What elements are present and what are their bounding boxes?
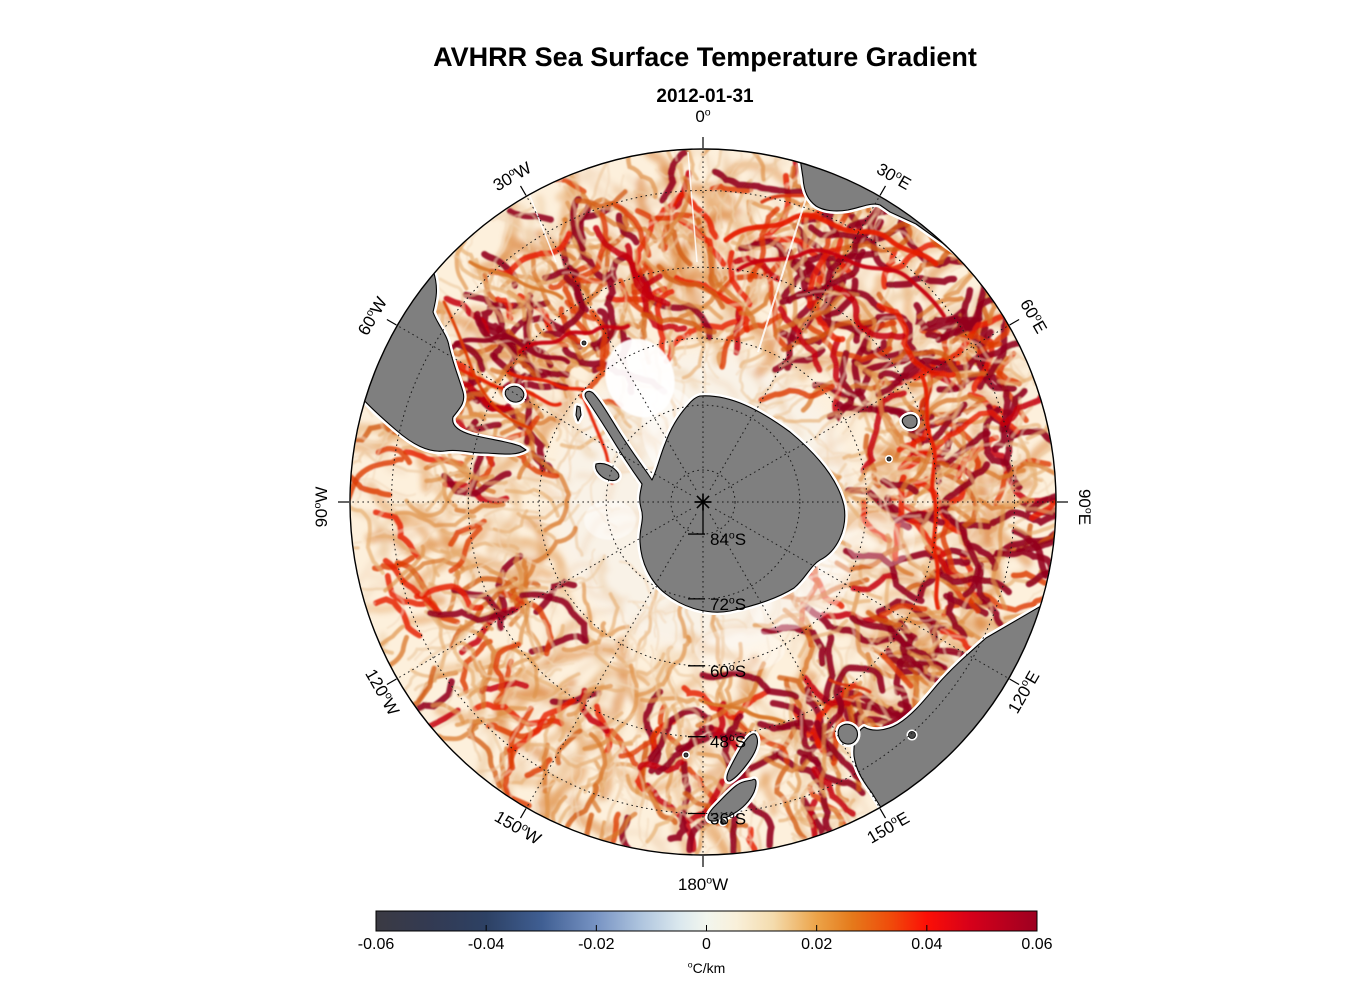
- map-content: [350, 149, 1056, 855]
- lon-tick-30W: [519, 185, 527, 196]
- meridian-120E: [714, 508, 1009, 679]
- colorbar: -0.06 -0.04 -0.02 0 0.02 0.04 0.06 oC/km: [358, 910, 1053, 976]
- parallel-60S: [538, 337, 868, 667]
- lon-tick-150E: [879, 808, 887, 819]
- meridian-150W: [526, 513, 697, 808]
- colorbar-tick-label: 0: [702, 936, 711, 953]
- front-scotia-front: [518, 324, 630, 354]
- meridian-label-0: 0o: [695, 107, 710, 126]
- parallel-label-48S: 48oS: [710, 732, 746, 751]
- meridian-60W: [397, 325, 692, 496]
- longitude-ticks: [338, 137, 1068, 867]
- lon-tick-120W: [386, 678, 397, 686]
- islet-kangaroo-island: [908, 731, 916, 739]
- swath-gap-1: [757, 191, 809, 353]
- lon-tick-60W: [386, 318, 397, 326]
- meridian-label-90E: 90oE: [1075, 489, 1094, 525]
- front-crozet-front: [468, 260, 564, 300]
- map-boundary-circle: [349, 148, 1057, 856]
- land-falkland-islands: [504, 385, 525, 403]
- front-tasman-front: [828, 678, 872, 694]
- colorbar-tick-label: 0.06: [1021, 936, 1052, 953]
- colorbar-tick-label: -0.06: [358, 936, 395, 953]
- land-new-zealand-north-island: [707, 778, 757, 822]
- parallel-72S: [605, 404, 801, 600]
- meridian-150E: [709, 513, 880, 808]
- parallel-label-84S: 84oS: [710, 530, 746, 549]
- front-agulhas-return-current: [736, 248, 946, 318]
- meridian-120W: [397, 508, 692, 679]
- pole-marker: [694, 493, 712, 511]
- swath-gap-2: [687, 151, 698, 263]
- front-scotia-south-front: [506, 370, 594, 394]
- figure-title: AVHRR Sea Surface Temperature Gradient: [433, 42, 977, 72]
- amundsen-pale: [584, 500, 636, 540]
- land-antarctica: [584, 390, 846, 613]
- islet-campbell-island: [683, 752, 689, 758]
- meridian-30W: [526, 196, 697, 491]
- lon-tick-60E: [1009, 318, 1020, 326]
- land-peninsula-islands: [575, 405, 582, 422]
- meridian-label-30W: 30oW: [490, 158, 535, 195]
- colorbar-unit-label: oC/km: [688, 960, 726, 976]
- meridian-label-180W: 180oW: [678, 875, 728, 894]
- lon-tick-150W: [519, 808, 527, 819]
- front-malvinas-confluence: [449, 333, 571, 365]
- prydz-pale: [845, 512, 915, 568]
- meridian-label-90W: 90oW: [312, 487, 331, 528]
- meridian-label-60W: 60oW: [354, 294, 391, 339]
- graticule: [350, 149, 1056, 855]
- land-kerguelen: [901, 414, 918, 429]
- front-patagonia-shelf-front: [442, 300, 532, 430]
- islet-stewart-island: [720, 819, 726, 825]
- colorbar-tick-label: -0.02: [578, 936, 615, 953]
- meridian-30E: [709, 196, 880, 491]
- front-campbell-plateau-front: [698, 698, 786, 724]
- parallel-label-60S: 60oS: [710, 661, 746, 680]
- land-new-zealand-south-island: [726, 733, 759, 782]
- front-kerguelen-front: [920, 374, 940, 610]
- parallel-label-36S: 36oS: [710, 809, 746, 828]
- meridian-label-30E: 30oE: [873, 159, 914, 194]
- meridian-label-60E: 60oE: [1016, 296, 1051, 337]
- colorbar-tick-label: -0.04: [468, 936, 505, 953]
- parallel-label-72S: 72oS: [710, 594, 746, 613]
- land-south-georgia: [595, 462, 620, 482]
- parallel-36S: [390, 189, 1016, 815]
- colorbar-tick-label: 0.02: [801, 936, 832, 953]
- land-tasmania: [837, 723, 858, 745]
- latitude-labels: 84oS 72oS 60oS 48oS 36oS: [710, 530, 746, 829]
- lon-tick-120E: [1009, 678, 1020, 686]
- meridian-60E: [714, 325, 1009, 496]
- meridian-label-150E: 150oE: [864, 808, 913, 848]
- islet-bouvet-island: [581, 340, 587, 346]
- figure-subtitle: 2012-01-31: [656, 86, 754, 107]
- islet-heard-island: [886, 456, 892, 462]
- lon-tick-30E: [879, 185, 887, 196]
- colorbar-tick-label: 0.04: [911, 936, 942, 953]
- front-agulhas-retroflection: [723, 212, 939, 267]
- wilkes-pale: [695, 628, 785, 672]
